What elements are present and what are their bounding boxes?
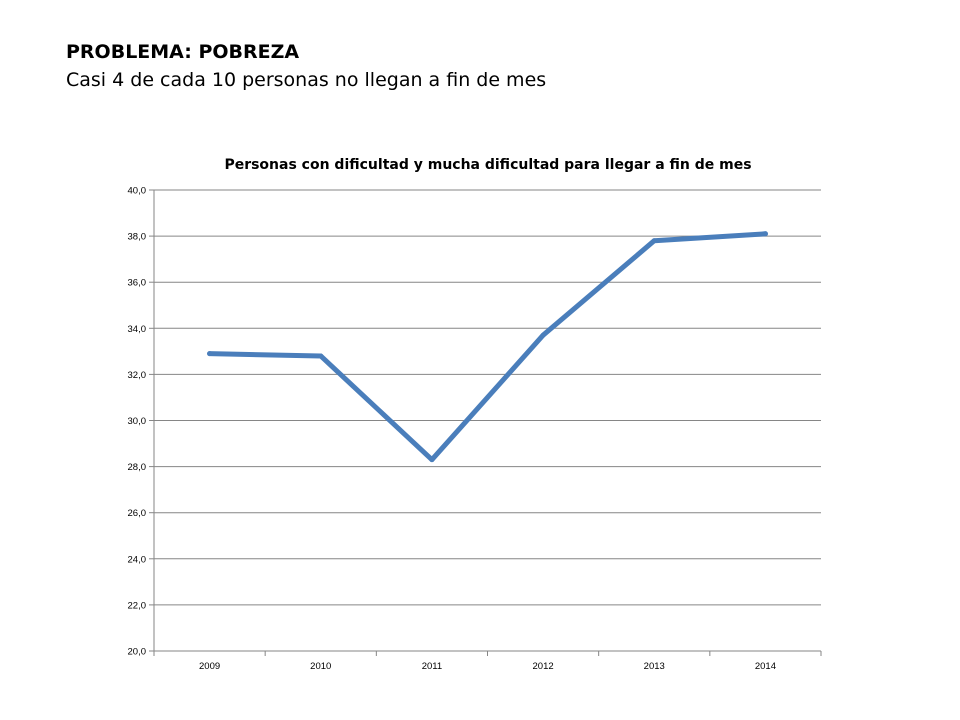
y-tick-label: 24,0 [128, 554, 147, 565]
y-tick-label: 22,0 [128, 600, 147, 611]
y-tick-label: 30,0 [128, 416, 147, 427]
x-tick-label: 2012 [533, 661, 554, 672]
y-tick-label: 26,0 [128, 508, 147, 519]
slide-header: PROBLEMA: POBREZA Casi 4 de cada 10 pers… [66, 38, 886, 94]
data-point [651, 238, 657, 244]
chart-title: Personas con dificultad y mucha dificult… [224, 157, 751, 173]
y-tick-label: 32,0 [128, 370, 147, 381]
data-point [429, 457, 435, 463]
x-tick-label: 2013 [644, 661, 665, 672]
x-tick-label: 2009 [199, 661, 220, 672]
x-tick-label: 2014 [755, 661, 776, 672]
y-tick-label: 36,0 [128, 278, 147, 289]
y-tick-label: 28,0 [128, 462, 147, 473]
y-tick-label: 34,0 [128, 324, 147, 335]
x-tick-label: 2010 [310, 661, 331, 672]
axes [149, 189, 822, 656]
data-point [540, 332, 546, 338]
data-point [762, 231, 768, 237]
data-point [207, 351, 213, 357]
series-line [207, 231, 768, 463]
y-tick-label: 40,0 [128, 186, 147, 197]
y-tick-label: 20,0 [128, 647, 147, 658]
gridlines [154, 189, 821, 652]
slide-title: PROBLEMA: POBREZA [66, 41, 300, 63]
data-point [318, 353, 324, 359]
series-layer [207, 231, 768, 463]
tick-labels: 20,0 22,0 24,0 26,0 28,0 30,0 32,0 34,0 36,0 38,0… [128, 186, 776, 673]
y-tick-label: 38,0 [128, 232, 147, 243]
slide-subtitle: Casi 4 de cada 10 personas no llegan a f… [66, 69, 547, 91]
x-tick-label: 2011 [422, 661, 442, 672]
